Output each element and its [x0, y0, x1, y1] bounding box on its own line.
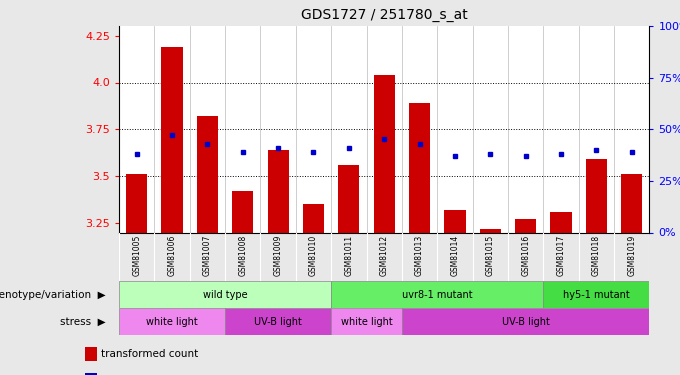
- Bar: [225, 308, 331, 335]
- Bar: [161, 47, 183, 232]
- Bar: [197, 116, 218, 232]
- Text: UV-B light: UV-B light: [502, 317, 549, 327]
- Text: white light: white light: [341, 317, 392, 327]
- Bar: [331, 308, 402, 335]
- Bar: [119, 308, 225, 335]
- Text: stress  ▶: stress ▶: [60, 317, 105, 327]
- Bar: [444, 210, 466, 232]
- Text: GSM81007: GSM81007: [203, 235, 212, 276]
- Bar: [119, 281, 331, 308]
- Text: UV-B light: UV-B light: [254, 317, 302, 327]
- Text: GSM81018: GSM81018: [592, 235, 601, 276]
- Bar: [85, 348, 97, 361]
- Bar: [402, 308, 649, 335]
- Bar: [331, 281, 543, 308]
- Text: GSM81019: GSM81019: [627, 235, 636, 276]
- Text: GSM81008: GSM81008: [238, 235, 248, 276]
- Text: GSM81017: GSM81017: [556, 235, 566, 276]
- Bar: [550, 212, 572, 232]
- Bar: [338, 165, 360, 232]
- Text: GSM81013: GSM81013: [415, 235, 424, 276]
- Bar: [515, 219, 537, 232]
- Bar: [303, 204, 324, 232]
- Text: GSM81014: GSM81014: [450, 235, 460, 276]
- Text: wild type: wild type: [203, 290, 248, 300]
- Bar: [85, 373, 97, 375]
- Bar: [543, 281, 649, 308]
- Text: GSM81010: GSM81010: [309, 235, 318, 276]
- Bar: [621, 174, 643, 232]
- Text: hy5-1 mutant: hy5-1 mutant: [563, 290, 630, 300]
- Bar: [409, 103, 430, 232]
- Bar: [373, 75, 395, 232]
- Text: transformed count: transformed count: [101, 349, 199, 359]
- Bar: [267, 150, 289, 232]
- Title: GDS1727 / 251780_s_at: GDS1727 / 251780_s_at: [301, 9, 468, 22]
- Bar: [479, 229, 501, 232]
- Text: uvr8-1 mutant: uvr8-1 mutant: [402, 290, 473, 300]
- Text: GSM81016: GSM81016: [521, 235, 530, 276]
- Text: GSM81006: GSM81006: [167, 235, 177, 276]
- Text: white light: white light: [146, 317, 198, 327]
- Text: GSM81011: GSM81011: [344, 235, 354, 276]
- Text: GSM81005: GSM81005: [132, 235, 141, 276]
- Text: GSM81015: GSM81015: [486, 235, 495, 276]
- Text: GSM81009: GSM81009: [273, 235, 283, 276]
- Text: GSM81012: GSM81012: [379, 235, 389, 276]
- Bar: [585, 159, 607, 232]
- Bar: [232, 191, 254, 232]
- Bar: [126, 174, 148, 232]
- Text: genotype/variation  ▶: genotype/variation ▶: [0, 290, 105, 300]
